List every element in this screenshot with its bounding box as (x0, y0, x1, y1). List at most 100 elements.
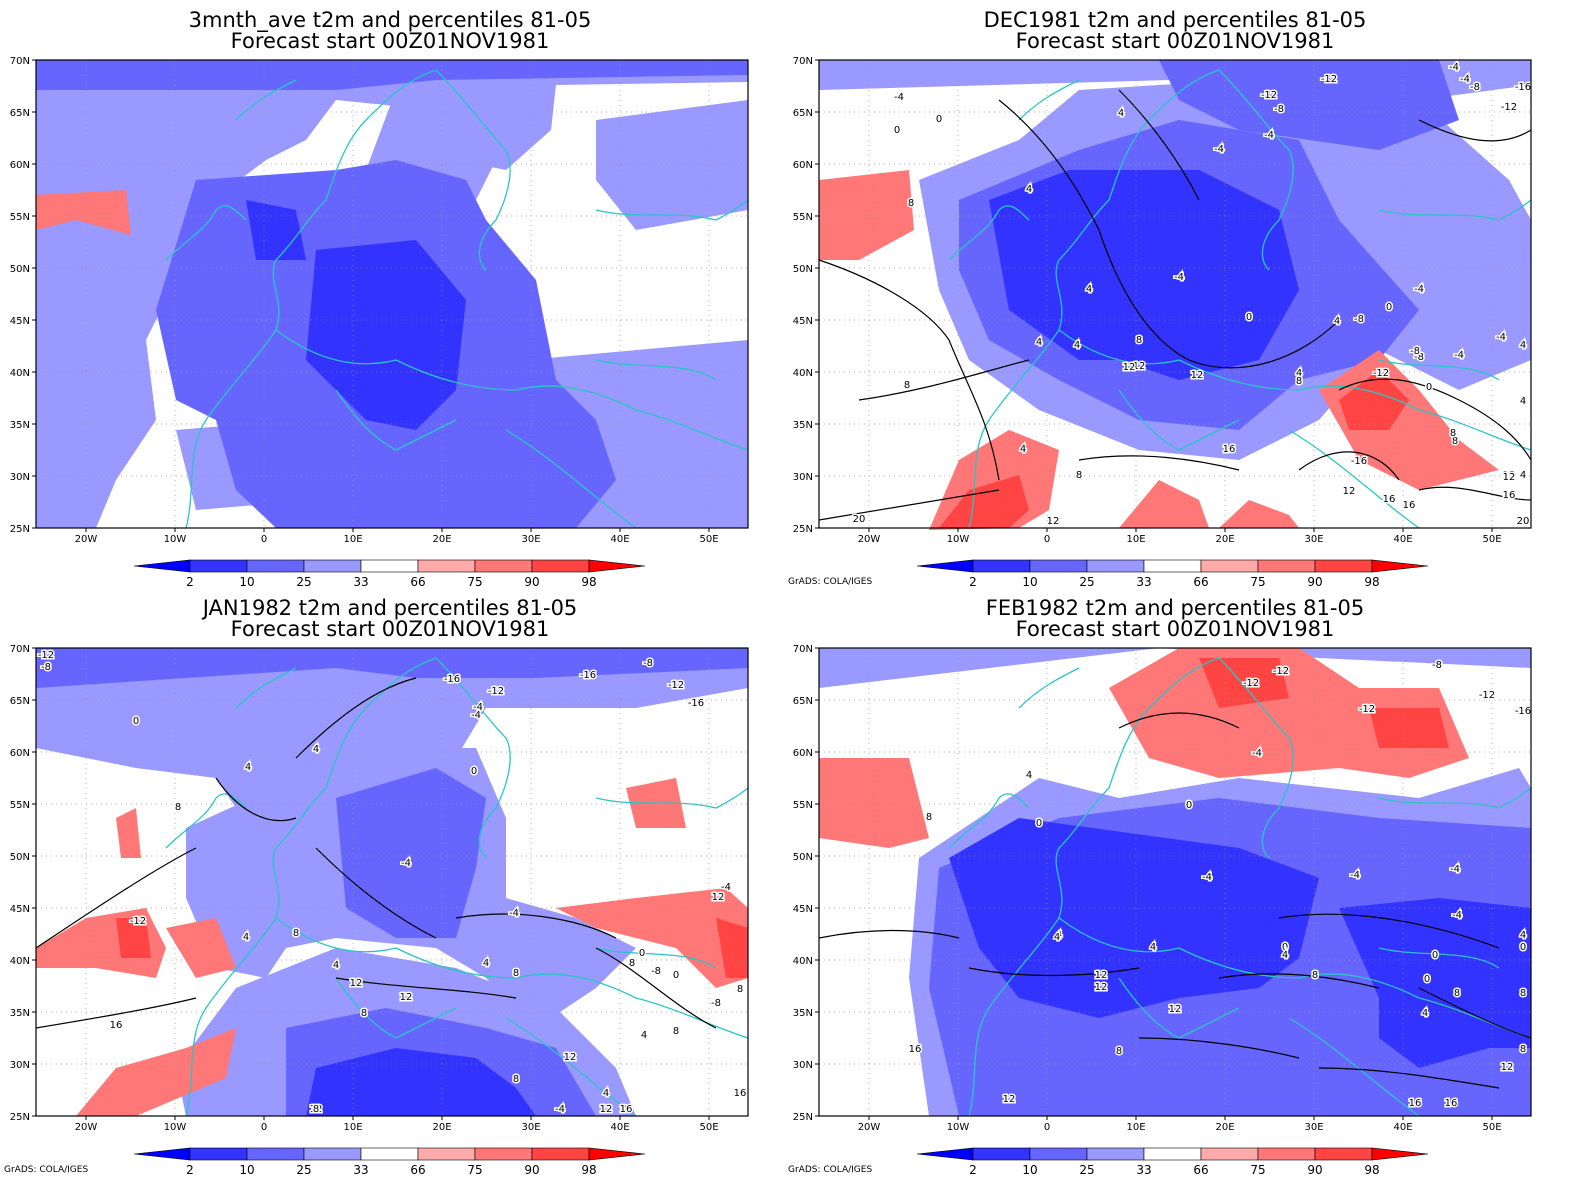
contour-label: 12 (1095, 970, 1108, 981)
contour-label: 4 (1520, 930, 1526, 941)
axis-labels: 70N 65N 60N 55N 50N 45N 40N 35N 30N 25N 20W 10W 0 10E… (10, 644, 719, 1133)
contour-label: 16 (1409, 1098, 1422, 1109)
colorbar-label: 2 (969, 1163, 977, 1177)
lat-label: 40N (793, 956, 813, 967)
colorbar-segment (417, 1147, 476, 1161)
lat-label: 50N (793, 264, 813, 275)
colorbar-segment (246, 559, 305, 573)
grads-credit-panel-3: GrADS: COLA/IGES (4, 1165, 89, 1175)
colorbar-label: 90 (524, 1163, 539, 1177)
colorbar-segment (1143, 559, 1202, 573)
lat-label: 65N (793, 108, 813, 119)
percentile-shading (36, 648, 748, 1116)
shaded-region (36, 190, 131, 235)
lon-label: 50E (1482, 1122, 1501, 1133)
coastline-segment (595, 787, 749, 809)
lat-label: 50N (793, 852, 813, 863)
colorbar-label: 98 (581, 1163, 596, 1177)
contour-label: 0 (1426, 382, 1432, 393)
lon-label: 20W (858, 534, 881, 545)
contour-line (1218, 973, 1380, 989)
map-plot-area (35, 59, 749, 529)
panel-3-title-line2: Forecast start 00Z01NOV1981 (230, 617, 550, 641)
lat-label: 40N (10, 368, 30, 379)
lat-label: 60N (793, 748, 813, 759)
lat-label: 60N (793, 160, 813, 171)
colorbar-segment (246, 1147, 305, 1161)
panel-1-title-line2: Forecast start 00Z01NOV1981 (230, 29, 550, 53)
axis-labels: 70N 65N 60N 55N 50N 45N 40N 35N 30N 25N 20W 10W 0 10E… (793, 56, 1502, 545)
contour-label: -4 (1252, 748, 1262, 759)
contour-label: 12 (1047, 516, 1060, 527)
contour-label: 4 (1520, 340, 1526, 351)
percentile-shading (819, 60, 1531, 530)
contour-label: -4 (1449, 62, 1459, 73)
colorbar-label: 25 (1079, 1163, 1094, 1177)
contour-label: 4 (1036, 337, 1042, 348)
coastline-segment (1378, 359, 1500, 381)
contour-label: 4 (1520, 396, 1526, 407)
coastline-segment (1378, 947, 1500, 969)
lon-label: 10E (1126, 1122, 1145, 1133)
contour-label: 4 (1118, 108, 1124, 119)
shaded-region (1379, 978, 1489, 1068)
coastline-segment (335, 389, 457, 451)
panel-3-title-line1: JAN1982 t2m and percentiles 81-05 (202, 596, 578, 620)
panel-1-title: 3mnth_ave t2m and percentiles 81-05 Fore… (140, 10, 640, 52)
percentile-shading (36, 60, 748, 528)
contour-label: -4 (555, 1104, 565, 1115)
shaded-region (36, 648, 748, 818)
lat-label: 55N (10, 212, 30, 223)
coastline-segment (1288, 1017, 1420, 1117)
lat-label: 45N (793, 904, 813, 915)
contour-label: 12 (1501, 1062, 1514, 1073)
colorbar-segment (303, 1147, 362, 1161)
lon-label: 30E (521, 1122, 540, 1133)
shaded-region (1339, 898, 1531, 1048)
contour-label: 8 (1452, 436, 1458, 447)
lat-label: 60N (10, 160, 30, 171)
contour-label: -12 (1321, 74, 1337, 85)
contour-label: -12 (1479, 690, 1495, 701)
panel-1-title-line1: 3mnth_ave t2m and percentiles 81-05 (188, 8, 592, 32)
temperature-contours (818, 89, 1532, 521)
coastline-segment (1058, 329, 1532, 451)
colorbar-segment (531, 559, 590, 573)
coastline-segment (185, 657, 437, 1117)
coastline-segment (1288, 429, 1420, 529)
contour-label: -4 (1460, 74, 1470, 85)
colorbar-label: 98 (581, 575, 596, 589)
lat-label: 40N (793, 368, 813, 379)
contour-label: 8 (1454, 988, 1460, 999)
contour-label: 12 (1343, 486, 1356, 497)
lon-label: 30E (521, 534, 540, 545)
contour-label: 20 (1517, 516, 1530, 527)
map-panel-3mnth-ave: 70N 65N 60N 55N 50N 45N 40N 35N 30N 25N 20W 10W 0 10E… (10, 56, 749, 545)
contour-label: 0 (1424, 974, 1430, 985)
shaded-region (939, 475, 1029, 528)
contour-label: -4 (473, 702, 483, 713)
contour-line (818, 259, 1000, 481)
lon-label: 50E (1482, 534, 1501, 545)
lon-label: 50E (699, 534, 718, 545)
colorbar-segment (1086, 559, 1145, 573)
shaded-region (819, 170, 914, 260)
contour-label: 4 (1054, 932, 1060, 943)
contour-label: 8 (926, 812, 932, 823)
colorbar-label: 66 (410, 1163, 425, 1177)
lon-label: 10E (1126, 534, 1145, 545)
contour-label: -12 (130, 916, 146, 927)
colorbar-label: 2 (969, 575, 977, 589)
lat-label: 50N (10, 852, 30, 863)
grads-credit-panel-2: GrADS: COLA/IGES (788, 577, 873, 587)
contour-label: 0 (1246, 312, 1252, 323)
colorbar-segment (417, 559, 476, 573)
colorbar-segment (1257, 559, 1316, 573)
shaded-region (1159, 60, 1459, 150)
contour-label: -4 (471, 710, 481, 721)
colorbar-label: 2 (186, 575, 194, 589)
percentile-shading (819, 648, 1531, 1116)
contour-label: 16 (1383, 494, 1396, 505)
axis-labels: 70N 65N 60N 55N 50N 45N 40N 35N 30N 25N 20W 10W 0 10E… (793, 644, 1502, 1133)
lon-label: 20E (1215, 534, 1234, 545)
